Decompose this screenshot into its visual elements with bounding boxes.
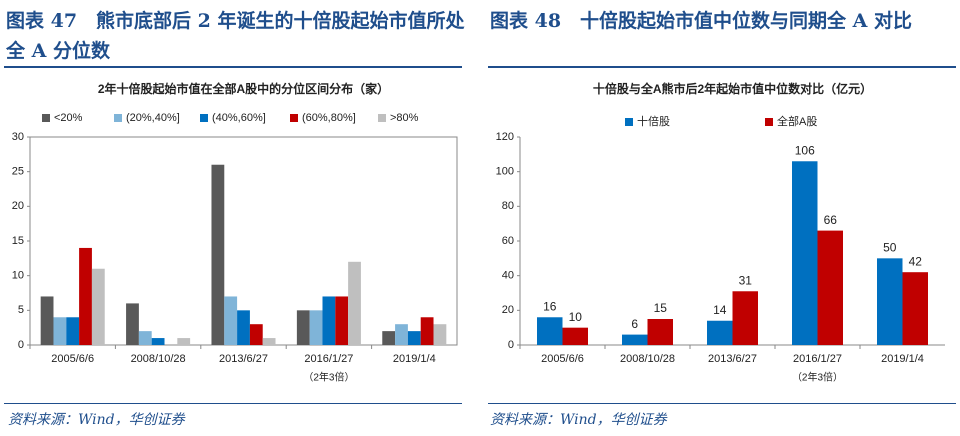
bar	[420, 317, 434, 345]
legend-label: (20%,40%]	[126, 112, 180, 124]
value-label: 42	[909, 254, 923, 268]
y-tick-label: 80	[502, 200, 514, 212]
legend-swatch	[625, 118, 633, 126]
x-tick-label: 2013/6/27	[708, 353, 757, 365]
legend-swatch	[42, 114, 50, 122]
rule	[488, 403, 956, 404]
x-tick-label: 2016/1/27	[304, 353, 353, 365]
bar	[732, 291, 758, 345]
bar	[792, 161, 818, 345]
legend-swatch	[290, 114, 298, 122]
y-tick-label: 20	[12, 200, 24, 212]
bar	[138, 331, 152, 345]
value-label: 66	[824, 213, 838, 227]
bar	[877, 258, 903, 345]
bar	[262, 338, 276, 345]
bar	[249, 324, 263, 345]
x-tick-label: 2005/6/6	[51, 353, 94, 365]
bar	[537, 317, 563, 345]
x-tick-label: 2008/10/28	[620, 353, 675, 365]
y-tick-label: 15	[12, 235, 24, 247]
y-tick-label: 0	[18, 339, 24, 351]
bar	[177, 338, 191, 345]
value-label: 6	[631, 317, 638, 331]
value-label: 106	[795, 143, 815, 157]
bar	[91, 268, 105, 345]
x-tick-label: 2019/1/4	[881, 353, 924, 365]
bar	[151, 338, 165, 345]
y-tick-label: 0	[508, 339, 514, 351]
bar	[126, 303, 139, 345]
bar	[817, 230, 843, 345]
legend-label: 全部A股	[777, 114, 817, 128]
bar	[79, 247, 92, 345]
heading: 图表 48 十倍股起始市值中位数与同期全 A 对比	[490, 10, 913, 32]
y-tick-label: 120	[496, 131, 514, 143]
value-label: 14	[713, 303, 727, 317]
bar	[309, 310, 323, 345]
y-tick-label: 100	[496, 166, 514, 178]
heading: 图表 47 熊市底部后 2 年诞生的十倍股起始市值所处全 A 分位数	[6, 10, 465, 62]
value-label: 31	[739, 273, 753, 287]
legend-label: <20%	[54, 112, 83, 124]
value-label: 16	[543, 299, 557, 313]
bar	[40, 296, 54, 345]
legend-swatch	[114, 114, 122, 122]
x-note: （2年3倍）	[792, 371, 843, 384]
y-tick-label: 60	[502, 235, 514, 247]
x-tick-label: 2008/10/28	[131, 353, 186, 365]
bar	[382, 331, 396, 345]
legend-label: (60%,80%]	[302, 112, 356, 124]
bar	[647, 319, 673, 345]
rule	[4, 403, 462, 404]
value-label: 10	[569, 310, 583, 324]
y-tick-label: 5	[18, 304, 24, 316]
bar	[322, 296, 336, 345]
legend-label: (40%,60%]	[212, 112, 266, 124]
bar	[211, 164, 225, 345]
y-tick-label: 10	[12, 270, 24, 282]
legend-swatch	[378, 114, 386, 122]
x-tick-label: 2005/6/6	[541, 353, 584, 365]
rule	[4, 66, 462, 68]
bar	[902, 272, 928, 345]
bar	[622, 334, 648, 345]
legend-label: >80%	[390, 112, 419, 124]
bar	[224, 296, 238, 345]
bar	[66, 317, 80, 345]
bar	[296, 310, 310, 345]
bar	[433, 324, 447, 345]
bar	[348, 261, 361, 345]
source: 资料来源：Wind，华创证券	[8, 412, 185, 428]
legend-swatch	[765, 118, 773, 126]
value-label: 50	[883, 241, 897, 255]
bar	[707, 320, 733, 345]
value-label: 15	[654, 301, 668, 315]
source: 资料来源：Wind，华创证券	[490, 412, 667, 428]
chart-title: 十倍股与全A熊市后2年起始市值中位数对比（亿元）	[593, 81, 872, 96]
bar	[562, 327, 588, 345]
bar	[237, 310, 250, 345]
bar	[335, 296, 349, 345]
y-tick-label: 20	[502, 304, 514, 316]
x-tick-label: 2019/1/4	[393, 353, 436, 365]
y-tick-label: 25	[12, 166, 24, 178]
legend-swatch	[200, 114, 208, 122]
chart-title: 2年十倍股起始市值在全部A股中的分位区间分布（家）	[98, 81, 389, 96]
bar	[407, 331, 421, 345]
rule	[488, 66, 956, 68]
bar	[395, 324, 408, 345]
y-tick-label: 40	[502, 270, 514, 282]
bar	[53, 317, 67, 345]
x-tick-label: 2016/1/27	[793, 353, 842, 365]
x-tick-label: 2013/6/27	[219, 353, 268, 365]
y-tick-label: 30	[12, 131, 24, 143]
legend-label: 十倍股	[637, 114, 670, 128]
x-note: （2年3倍）	[303, 371, 354, 384]
